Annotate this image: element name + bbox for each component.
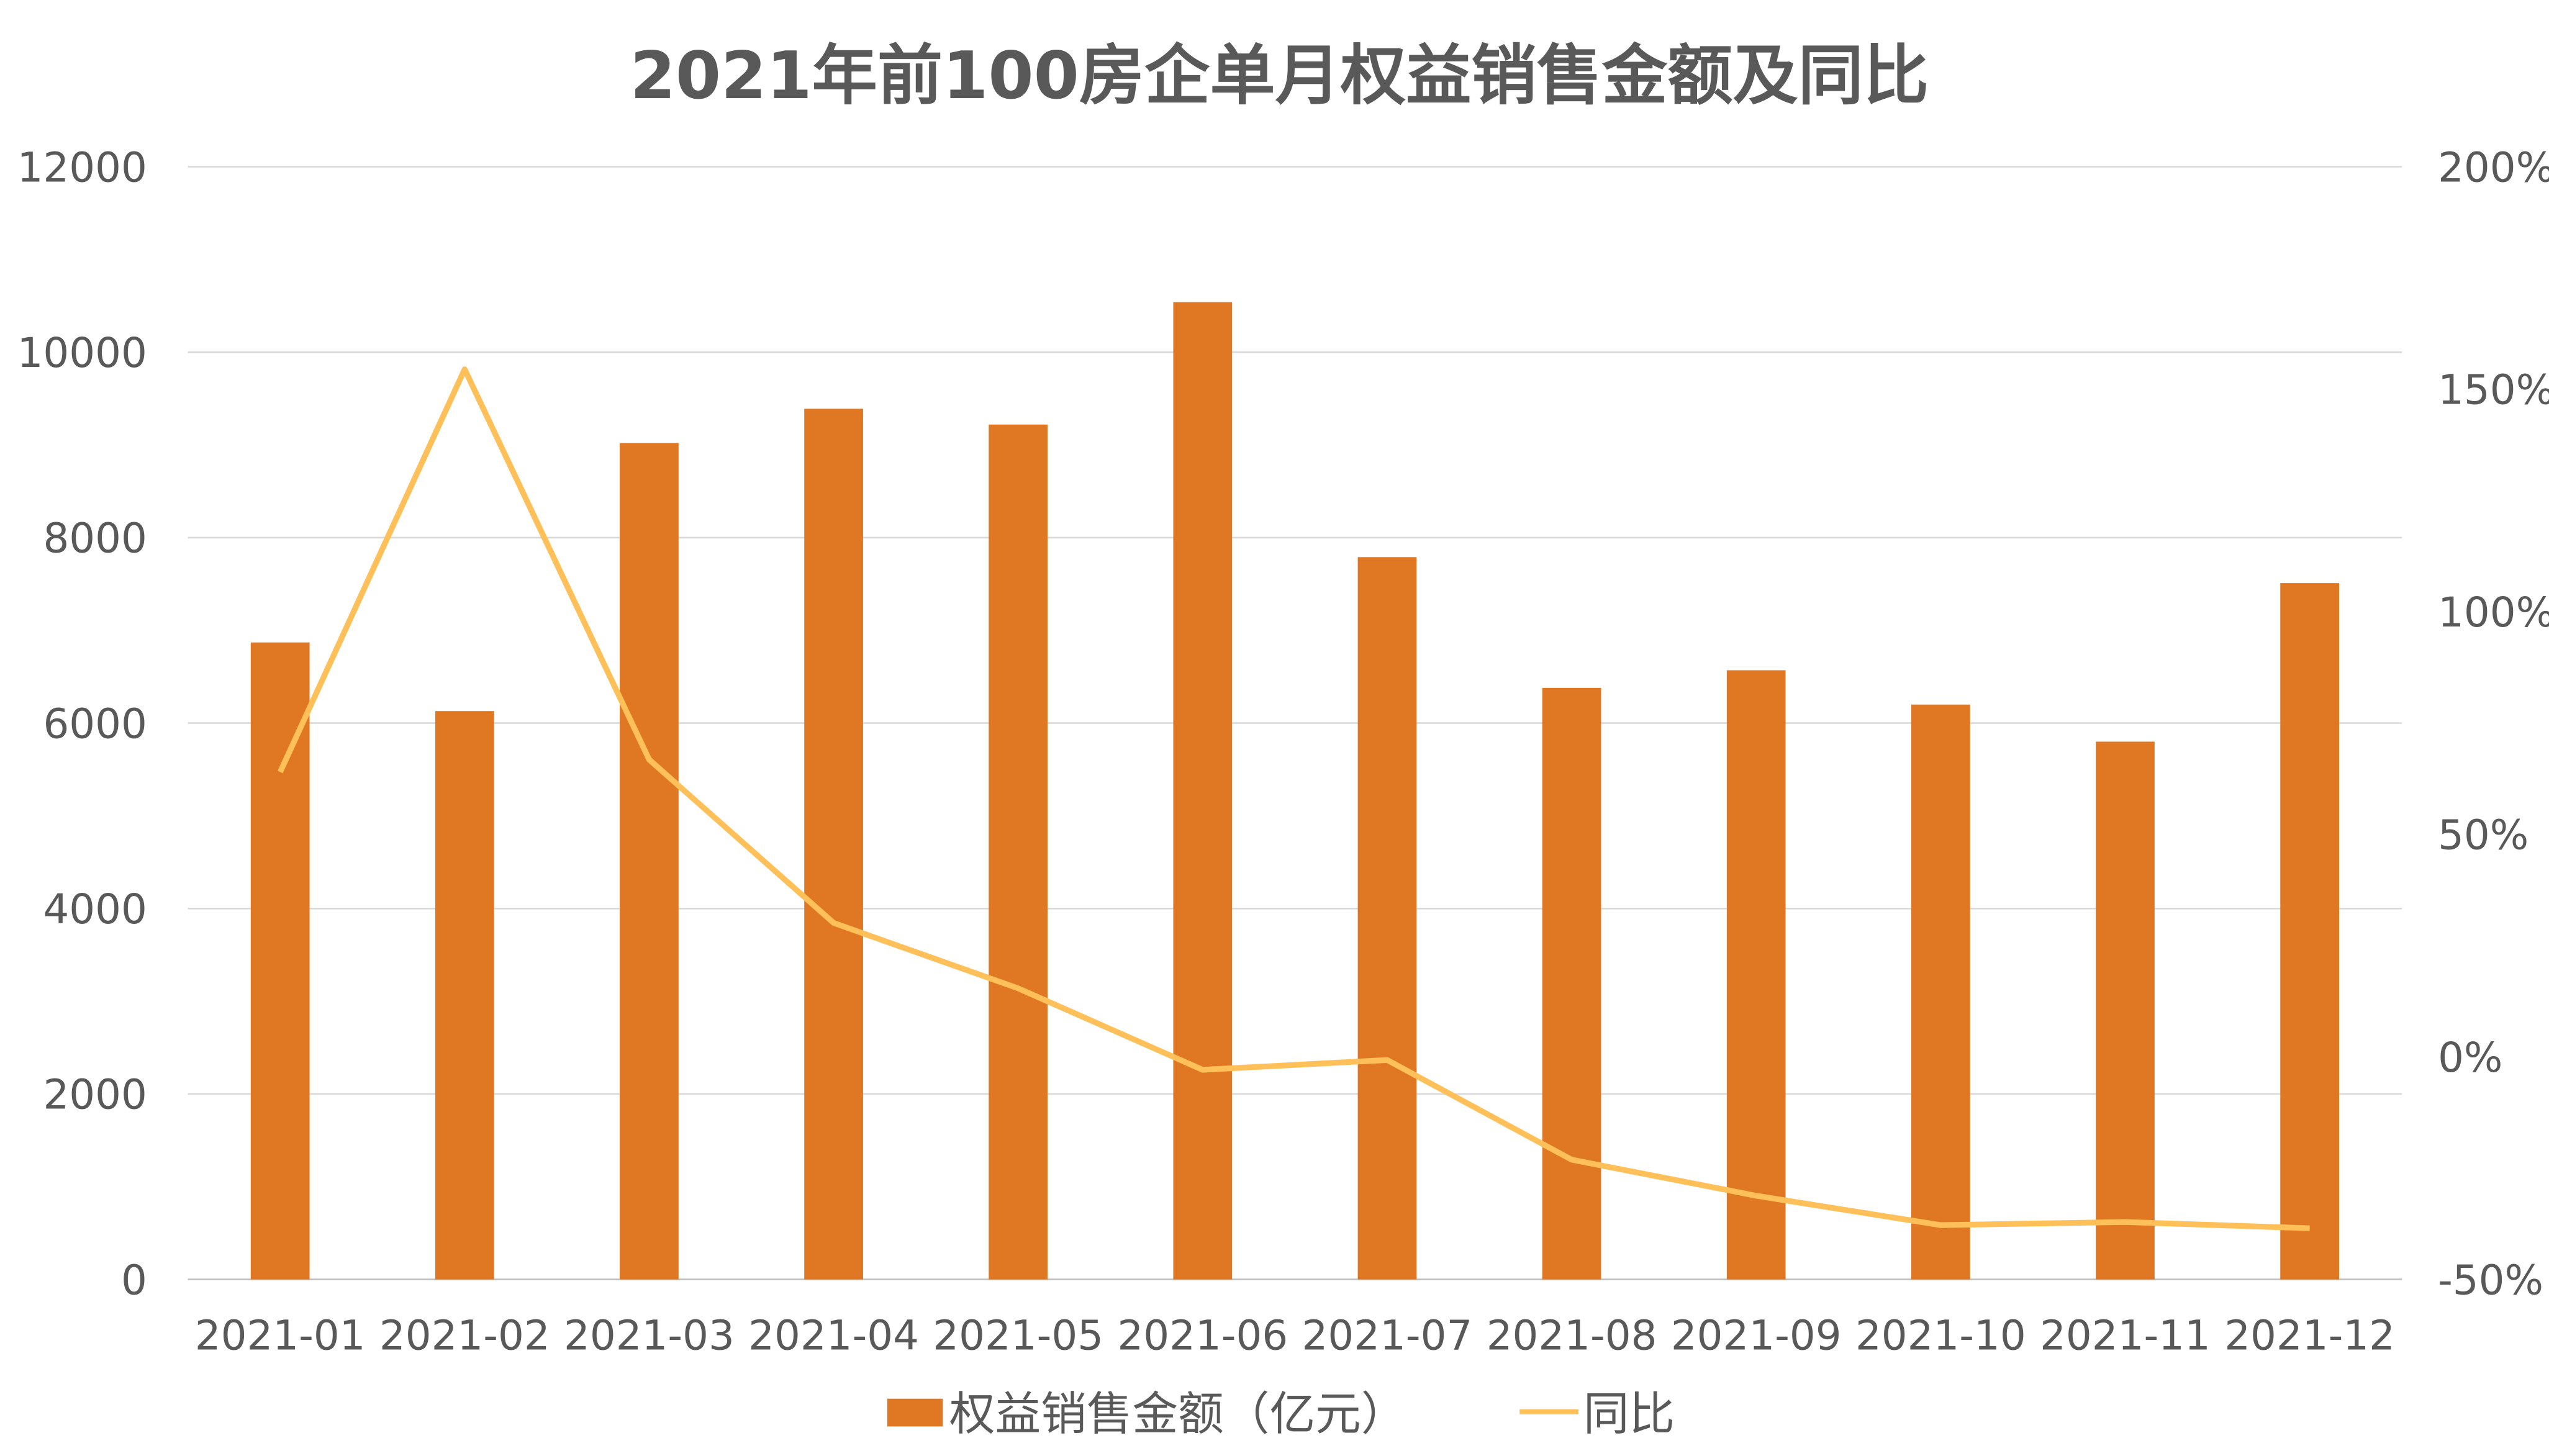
left-tick-label: 2000 [43, 1071, 147, 1119]
bar-2021-05 [989, 424, 1048, 1280]
right-tick-label: 150% [2438, 366, 2549, 414]
right-axis-ticks: -50% 0% 50% 100% 150% 200% [2438, 143, 2549, 1304]
yoy-point-2021-11 [2125, 1221, 2126, 1223]
left-axis-ticks: 0 2000 4000 6000 8000 10000 12000 [17, 143, 147, 1304]
yoy-point-2021-10 [1940, 1224, 1941, 1226]
left-tick-label: 0 [121, 1256, 147, 1304]
legend-label-line: 同比 [1583, 1388, 1675, 1441]
x-tick-label: 2021-12 [2224, 1312, 2395, 1360]
x-tick-label: 2021-02 [379, 1312, 550, 1360]
left-tick-label: 4000 [43, 885, 147, 933]
bar-series [250, 302, 2339, 1280]
bar-2021-06 [1173, 302, 1233, 1280]
x-tick-label: 2021-06 [1117, 1312, 1288, 1360]
legend: 权益销售金额（亿元） 同比 [887, 1388, 1675, 1441]
x-tick-label: 2021-05 [933, 1312, 1103, 1360]
x-tick-label: 2021-01 [195, 1312, 366, 1360]
bar-2021-02 [435, 711, 494, 1280]
left-tick-label: 10000 [17, 329, 147, 377]
bar-2021-12 [2280, 583, 2339, 1280]
x-axis-ticks: 2021-01 2021-02 2021-03 2021-04 2021-05 2021-… [195, 1312, 2395, 1360]
chart-title: 2021年前100房企单月权益销售金额及同比 [630, 37, 1929, 114]
bar-2021-08 [1542, 687, 1601, 1280]
bar-2021-03 [620, 443, 679, 1280]
x-tick-label: 2021-07 [1302, 1312, 1473, 1360]
x-tick-label: 2021-03 [564, 1312, 735, 1360]
x-tick-label: 2021-11 [2040, 1312, 2211, 1360]
legend-label-bar: 权益销售金额（亿元） [949, 1388, 1407, 1441]
yoy-point-2021-12 [2309, 1228, 2310, 1229]
x-tick-label: 2021-08 [1487, 1312, 1657, 1360]
right-tick-label: 200% [2438, 143, 2549, 191]
bar-2021-09 [1726, 670, 1786, 1280]
legend-swatch-bar [887, 1398, 943, 1427]
yoy-point-2021-03 [649, 759, 650, 760]
bar-2021-10 [1911, 704, 1970, 1280]
left-tick-label: 6000 [43, 700, 147, 748]
right-tick-label: 0% [2438, 1034, 2502, 1082]
gridlines [188, 166, 2402, 1280]
bar-2021-07 [1357, 557, 1417, 1280]
bar-2021-11 [2096, 741, 2155, 1280]
left-tick-label: 12000 [17, 143, 147, 191]
left-tick-label: 8000 [43, 515, 147, 563]
yoy-line [277, 366, 2310, 1231]
bar-2021-04 [804, 409, 863, 1280]
x-tick-label: 2021-04 [748, 1312, 919, 1360]
line-series [277, 366, 2310, 1231]
x-tick-label: 2021-09 [1671, 1312, 1842, 1360]
right-tick-label: -50% [2438, 1256, 2543, 1304]
right-tick-label: 50% [2438, 811, 2529, 859]
x-tick-label: 2021-10 [1855, 1312, 2026, 1360]
right-tick-label: 100% [2438, 589, 2549, 636]
bar-2021-01 [250, 642, 310, 1280]
